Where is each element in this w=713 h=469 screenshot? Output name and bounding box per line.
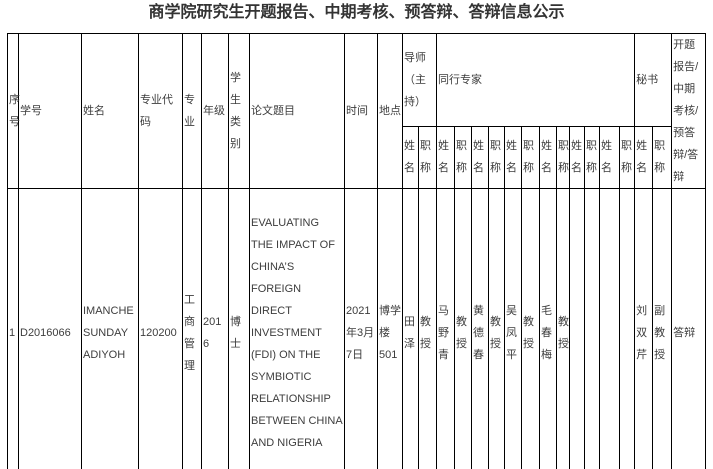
subheader-secretary-name: 姓名 — [634, 125, 654, 190]
cell-advisor-title: 教授 — [418, 188, 437, 469]
cell-expert5-title — [584, 188, 600, 469]
subheader-advisor-title: 职称 — [418, 125, 437, 190]
subheader-expert1-name: 姓名 — [436, 125, 455, 190]
subheader-expert2-title: 职称 — [488, 125, 505, 190]
subheader-advisor-name: 姓名 — [402, 125, 419, 190]
header-secretary: 秘书 — [634, 33, 673, 127]
cell-student-type: 博士 — [228, 188, 250, 469]
header-row-1: 序号 学号 姓名 专业代码 专业 年级 学生类别 论文题目 时间 地点 导师（主… — [7, 33, 707, 189]
cell-seq: 1 — [7, 188, 19, 469]
subheader-expert3-name: 姓名 — [504, 125, 522, 190]
cell-place: 博学楼501 — [377, 188, 403, 469]
cell-category: 答辩 — [671, 188, 707, 469]
cell-secretary-title: 副教授 — [652, 188, 673, 469]
subheader-expert5-name: 姓名 — [569, 125, 585, 190]
header-time: 时间 — [344, 33, 378, 189]
subheader-expert3-title: 职称 — [521, 125, 540, 190]
header-place: 地点 — [377, 33, 403, 189]
defense-info-table: 序号 学号 姓名 专业代码 专业 年级 学生类别 论文题目 时间 地点 导师（主… — [7, 33, 707, 469]
cell-secretary-name: 刘双芹 — [634, 188, 654, 469]
header-grade: 年级 — [201, 33, 229, 189]
header-student-id: 学号 — [18, 33, 82, 189]
cell-grade: 2016 — [201, 188, 229, 469]
subheader-secretary-title: 职称 — [652, 125, 673, 190]
subheader-expert5-title: 职称 — [584, 125, 600, 190]
cell-time: 2021年3月7日 — [344, 188, 378, 469]
header-student-type: 学生类别 — [228, 33, 250, 189]
cell-expert4-name: 毛春梅 — [539, 188, 557, 469]
header-major: 专业 — [182, 33, 202, 189]
cell-major: 工商管理 — [182, 188, 202, 469]
cell-expert1-title: 教授 — [454, 188, 472, 469]
subheader-expert6-title: 职称 — [618, 125, 636, 190]
cell-major-code: 120200 — [138, 188, 183, 469]
cell-student-id: D2016066 — [18, 188, 82, 469]
header-seq: 序号 — [7, 33, 20, 189]
header-major-code: 专业代码 — [138, 33, 183, 189]
cell-expert2-name: 黄德春 — [471, 188, 489, 469]
subheader-expert2-name: 姓名 — [471, 125, 489, 190]
cell-expert1-name: 马野青 — [436, 188, 455, 469]
cell-name: IMANCHE SUNDAY ADIYOH — [81, 188, 139, 469]
cell-expert3-title: 教授 — [521, 188, 540, 469]
header-peer-experts: 同行专家 — [435, 33, 636, 127]
header-thesis-title: 论文题目 — [249, 33, 345, 189]
subheader-expert4-title: 职称 — [556, 125, 570, 190]
cell-expert6-name — [599, 188, 620, 469]
header-name: 姓名 — [81, 33, 139, 189]
subheader-expert1-title: 职称 — [454, 125, 472, 190]
header-advisor: 导师（主持） — [402, 33, 437, 127]
cell-thesis-title: EVALUATING THE IMPACT OF CHINA’S FOREIGN… — [249, 188, 345, 469]
header-row-2: 姓名 职称 姓名 职称 姓名 职称 姓名 职称 姓名 职称 姓名 职称 姓名 职… — [8, 125, 706, 190]
cell-expert3-name: 吴凤平 — [504, 188, 522, 469]
subheader-expert4-name: 姓名 — [539, 125, 557, 190]
data-row: 1 D2016066 IMANCHE SUNDAY ADIYOH 120200 … — [7, 188, 707, 469]
cell-expert2-title: 教授 — [488, 188, 505, 469]
cell-expert4-title: 教授 — [556, 188, 570, 469]
cell-advisor-name: 田泽 — [402, 188, 419, 469]
subheader-expert6-name: 姓名 — [599, 125, 620, 190]
cell-expert6-title — [618, 188, 636, 469]
header-category: 开题报告/中期考核/预答辩/答辩 — [671, 33, 707, 189]
cell-expert5-name — [569, 188, 585, 469]
page-title: 商学院研究生开题报告、中期考核、预答辩、答辩信息公示 — [148, 4, 565, 21]
